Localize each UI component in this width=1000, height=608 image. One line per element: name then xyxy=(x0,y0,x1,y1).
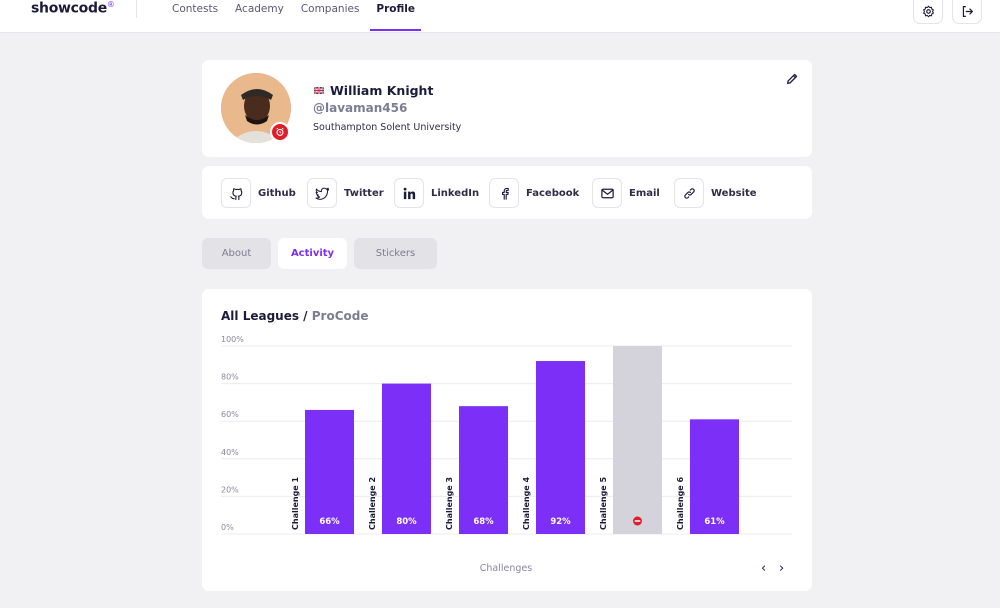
social-label: Email xyxy=(629,187,660,199)
category-label: Challenge 2 xyxy=(368,477,377,530)
social-label: Twitter xyxy=(344,187,384,199)
chart-prev-button[interactable]: ‹ xyxy=(761,561,767,576)
status-badge xyxy=(270,122,290,142)
social-link-facebook[interactable]: Facebook xyxy=(489,177,579,209)
user-name: William Knight xyxy=(330,83,434,98)
user-handle: @lavaman456 xyxy=(313,101,408,115)
x-axis-label: Challenges xyxy=(480,563,532,574)
alarm-icon xyxy=(276,127,284,136)
edit-pencil-icon[interactable] xyxy=(785,72,799,86)
top-nav-bar: showcode® Contests Academy Companies Pro… xyxy=(0,0,1000,33)
main-nav: Contests Academy Companies Profile xyxy=(172,0,432,33)
category-label: Challenge 3 xyxy=(445,477,454,530)
twitter-icon xyxy=(314,187,329,200)
social-link-email[interactable]: Email xyxy=(592,177,660,209)
chart-subtitle: ProCode xyxy=(311,309,369,323)
logo[interactable]: showcode® xyxy=(31,0,115,17)
social-links-card: Github Twitter LinkedIn Facebook xyxy=(202,166,812,219)
nav-item-academy[interactable]: Academy xyxy=(235,3,284,15)
link-icon xyxy=(683,187,695,199)
y-tick-label: 20% xyxy=(221,485,239,494)
social-label: Website xyxy=(711,187,757,199)
chart-title: All Leagues / ProCode xyxy=(221,309,369,323)
nav-item-profile[interactable]: Profile xyxy=(370,0,421,31)
y-tick-label: 40% xyxy=(221,448,239,457)
tab-activity[interactable]: Activity xyxy=(278,238,347,269)
social-icon-box xyxy=(394,178,424,208)
settings-button[interactable] xyxy=(913,0,943,24)
y-tick-label: 80% xyxy=(221,373,239,382)
bar-4[interactable] xyxy=(536,361,585,534)
social-label: Facebook xyxy=(526,187,580,199)
social-icon-box xyxy=(221,178,251,208)
bar-3[interactable] xyxy=(459,406,508,534)
category-label: Challenge 6 xyxy=(676,476,685,530)
social-icon-box xyxy=(307,178,337,208)
bar-1[interactable] xyxy=(305,409,354,534)
social-link-website[interactable]: Website xyxy=(674,177,757,209)
bar-chart: 0% 20% 40% 60% 80% 100% Challenge 1 66% Challeng… xyxy=(221,335,792,574)
social-icon-box xyxy=(674,178,704,208)
logout-button[interactable] xyxy=(952,0,982,24)
user-school: Southampton Solent University xyxy=(313,122,462,133)
avatar[interactable] xyxy=(221,73,291,143)
social-icon-box xyxy=(592,178,622,208)
facebook-icon xyxy=(501,187,509,200)
data-label: 80% xyxy=(396,517,417,527)
divider xyxy=(136,0,137,18)
category-label: Challenge 4 xyxy=(522,476,531,530)
category-label: Challenge 5 xyxy=(599,476,608,530)
nav-item-contests[interactable]: Contests xyxy=(172,3,219,15)
data-label: 92% xyxy=(550,517,571,527)
data-label: 68% xyxy=(473,517,494,527)
tab-stickers[interactable]: Stickers xyxy=(354,238,437,269)
social-link-github[interactable]: Github xyxy=(221,177,296,209)
data-label: 61% xyxy=(704,517,725,527)
y-tick-label: 60% xyxy=(221,410,239,419)
category-label: Challenge 1 xyxy=(291,476,300,530)
logout-icon xyxy=(962,6,973,17)
y-tick-label: 0% xyxy=(221,523,234,532)
bar-5[interactable] xyxy=(613,346,662,534)
data-label: 66% xyxy=(319,517,340,527)
social-icon-box xyxy=(489,178,519,208)
social-link-linkedin[interactable]: LinkedIn xyxy=(394,177,479,209)
social-label: Github xyxy=(258,187,296,199)
y-tick-label: 100% xyxy=(221,335,244,344)
tab-about[interactable]: About xyxy=(202,238,271,269)
bar-6[interactable] xyxy=(690,419,739,534)
activity-chart-card: All Leagues / ProCode 0% 20% 40% 60% 80% 100%… xyxy=(202,289,812,591)
github-icon xyxy=(229,187,242,200)
nav-item-companies[interactable]: Companies xyxy=(300,3,360,15)
failed-icon-bar xyxy=(634,520,641,522)
uk-flag-icon xyxy=(314,87,324,94)
name-row: William Knight xyxy=(314,83,433,98)
bar-2[interactable] xyxy=(382,383,431,534)
settings-gear-icon xyxy=(922,5,934,18)
social-link-twitter[interactable]: Twitter xyxy=(307,177,384,209)
linkedin-icon xyxy=(403,187,415,199)
social-label: LinkedIn xyxy=(431,187,480,199)
profile-tabs: About Activity Stickers xyxy=(202,238,444,269)
chart-next-button[interactable]: › xyxy=(779,561,785,576)
profile-card: William Knight @lavaman456 Southampton S… xyxy=(202,60,812,157)
email-icon xyxy=(600,188,614,198)
